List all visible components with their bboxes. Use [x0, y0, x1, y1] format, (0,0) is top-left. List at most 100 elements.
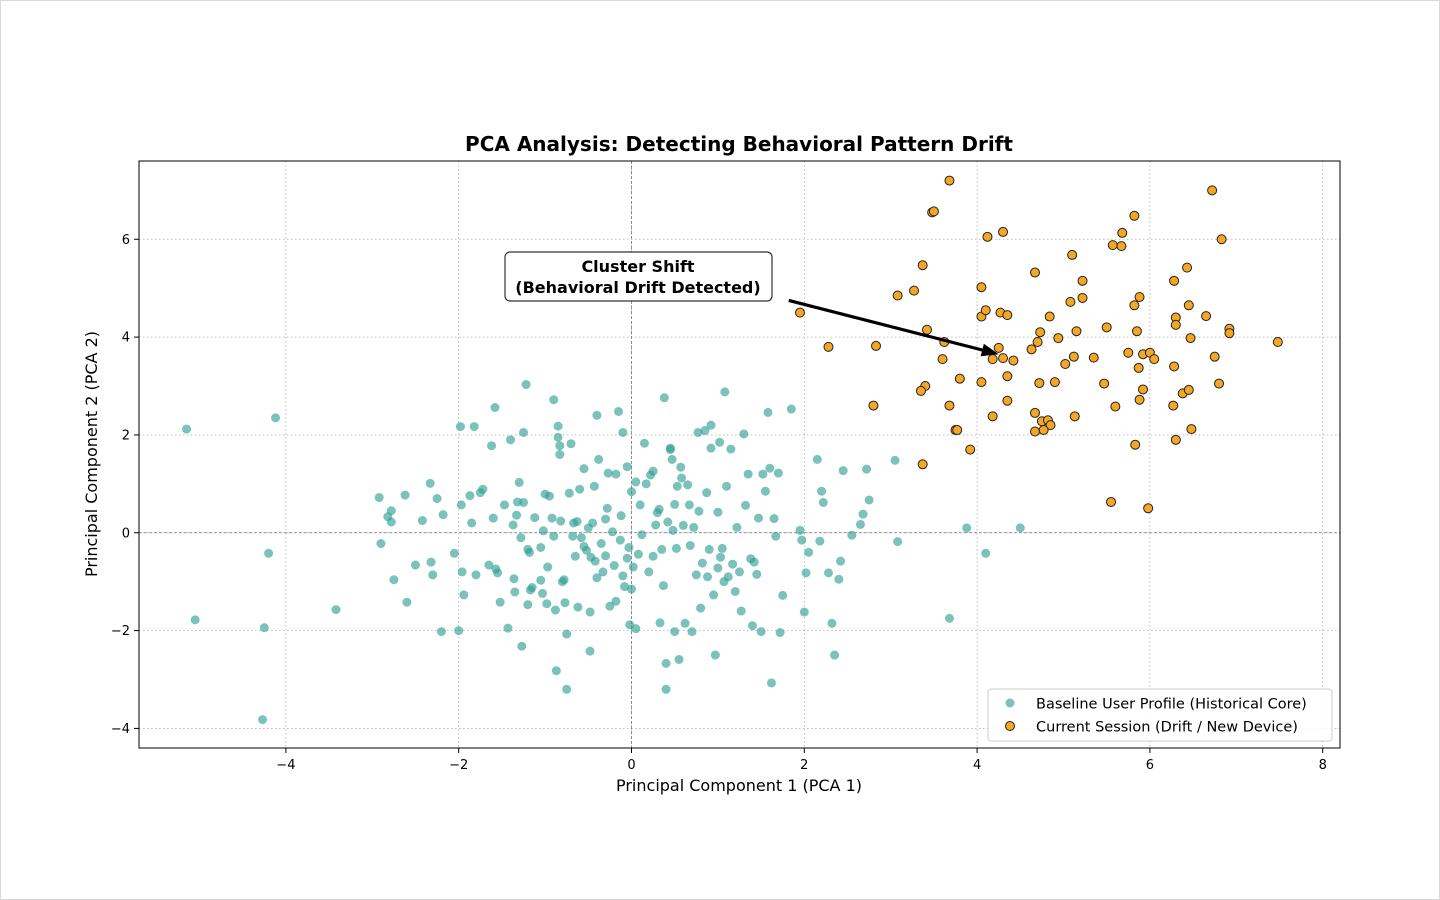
y-tick-label: −2 [111, 624, 130, 639]
current-session-point [794, 307, 805, 318]
baseline-point [728, 559, 738, 569]
baseline-point [827, 618, 837, 628]
baseline-point [478, 484, 488, 494]
baseline-point [715, 437, 725, 447]
baseline-point [654, 504, 664, 514]
baseline-point [585, 607, 595, 617]
baseline-point [516, 533, 526, 543]
baseline-point [671, 543, 681, 553]
baseline-point [637, 530, 647, 540]
annotation-line-1: Cluster Shift [581, 257, 694, 276]
annotation-arrow-head [980, 343, 999, 357]
baseline-point [512, 510, 522, 520]
baseline-point [648, 551, 658, 561]
current-session-point [1143, 503, 1154, 514]
baseline-point [749, 557, 759, 567]
baseline-point [709, 590, 719, 600]
current-session-point [1133, 362, 1144, 373]
baseline-point [838, 466, 848, 476]
baseline-point [559, 575, 569, 585]
baseline-point [685, 540, 695, 550]
baseline-point [601, 551, 611, 561]
baseline-point [190, 615, 200, 625]
current-session-point [921, 324, 932, 335]
current-session-point [982, 231, 993, 242]
baseline-point [815, 536, 825, 546]
current-session-point [987, 354, 998, 365]
baseline-point [801, 568, 811, 578]
baseline-point [603, 468, 613, 478]
baseline-point [514, 477, 524, 487]
baseline-point [687, 627, 697, 637]
baseline-point [618, 571, 628, 581]
baseline-point [331, 605, 341, 615]
baseline-point [538, 588, 548, 598]
baseline-point [689, 522, 699, 532]
baseline-point [493, 568, 503, 578]
baseline-point [544, 491, 554, 501]
baseline-point [706, 420, 716, 430]
baseline-point [426, 557, 436, 567]
baseline-point [830, 650, 840, 660]
baseline-point [530, 513, 540, 523]
x-tick-label: −4 [276, 758, 295, 773]
baseline-point [818, 497, 828, 507]
current-session-point [944, 400, 955, 411]
baseline-point [579, 464, 589, 474]
baseline-point [717, 543, 727, 553]
current-session-point [1044, 311, 1055, 322]
baseline-point [589, 481, 599, 491]
baseline-point [628, 562, 638, 572]
plot-area-border [138, 160, 1341, 749]
current-session-point [1029, 267, 1040, 278]
baseline-point [648, 466, 658, 476]
baseline-point [264, 548, 274, 558]
current-session-point [1182, 262, 1193, 273]
baseline-point [611, 469, 621, 479]
baseline-point [674, 654, 684, 664]
legend-label-current-session: Current Session (Drift / New Device) [1036, 720, 1298, 736]
current-session-point [980, 305, 991, 316]
baseline-point [799, 607, 809, 617]
baseline-point [588, 518, 598, 528]
baseline-point [543, 562, 553, 572]
baseline-point [760, 486, 770, 496]
baseline-point [449, 548, 459, 558]
current-session-point [976, 282, 987, 293]
baseline-point [594, 454, 604, 464]
baseline-point [457, 567, 467, 577]
current-session-point [1032, 336, 1043, 347]
baseline-point [691, 570, 701, 580]
baseline-point [752, 569, 762, 579]
current-session-point [1099, 378, 1110, 389]
current-session-point [1201, 311, 1212, 322]
baseline-point [676, 462, 686, 472]
current-session-point [1008, 355, 1019, 366]
y-tick-label: 0 [122, 526, 130, 541]
baseline-point [797, 535, 807, 545]
baseline-point [812, 454, 822, 464]
current-session-point [1214, 378, 1225, 389]
baseline-point [614, 406, 624, 416]
legend: Baseline User Profile (Historical Core) … [987, 688, 1333, 742]
baseline-point [400, 490, 410, 500]
current-session-point [1065, 296, 1076, 307]
current-session-point [1067, 249, 1078, 260]
baseline-point [521, 380, 531, 390]
baseline-point [754, 513, 764, 523]
baseline-point [683, 480, 693, 490]
current-session-point [1123, 347, 1134, 358]
current-session-point [993, 342, 1004, 353]
baseline-point [616, 511, 626, 521]
current-session-point [1224, 328, 1235, 339]
current-session-point [1134, 291, 1145, 302]
current-session-point [1129, 210, 1140, 221]
current-session-point [1272, 336, 1283, 347]
current-session-point [1049, 377, 1060, 388]
current-session-point [1169, 275, 1180, 286]
baseline-point [503, 623, 513, 633]
current-session-point [1131, 326, 1142, 337]
baseline-point [259, 623, 269, 633]
baseline-point [386, 506, 396, 516]
baseline-point [696, 603, 706, 613]
